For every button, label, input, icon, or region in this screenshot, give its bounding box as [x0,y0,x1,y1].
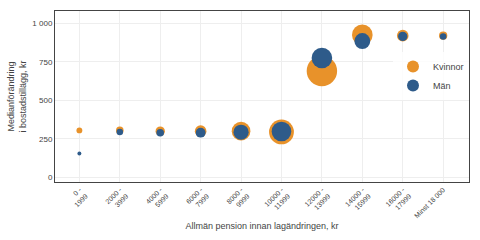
svg-text:4000 -5999: 4000 -5999 [144,186,170,212]
svg-text:0: 0 [48,173,53,182]
svg-text:6000 -7999: 6000 -7999 [185,186,211,212]
svg-text:2000 -3999: 2000 -3999 [104,186,130,212]
svg-text:Män: Män [433,81,451,91]
svg-text:12000 -13999: 12000 -13999 [303,186,332,215]
svg-text:500: 500 [39,96,53,105]
svg-text:Kvinnor: Kvinnor [433,62,464,72]
svg-text:Allmän pension innan lagändrin: Allmän pension innan lagändringen, kr [185,221,338,231]
svg-text:Medianförändringi bostadstillä: Medianförändringi bostadstillägg, kr [6,60,28,132]
svg-text:14000 -15999: 14000 -15999 [344,186,373,215]
svg-text:250: 250 [39,135,53,144]
svg-text:750: 750 [39,58,53,67]
svg-text:0 -1999: 0 -1999 [67,186,90,209]
svg-text:8000 -9999: 8000 -9999 [225,186,251,212]
svg-text:1 000: 1 000 [32,19,53,28]
svg-text:10000 -11999: 10000 -11999 [263,186,292,215]
svg-text:Minst 18 000: Minst 18 000 [413,186,446,219]
svg-text:16000 -17999: 16000 -17999 [384,186,413,215]
